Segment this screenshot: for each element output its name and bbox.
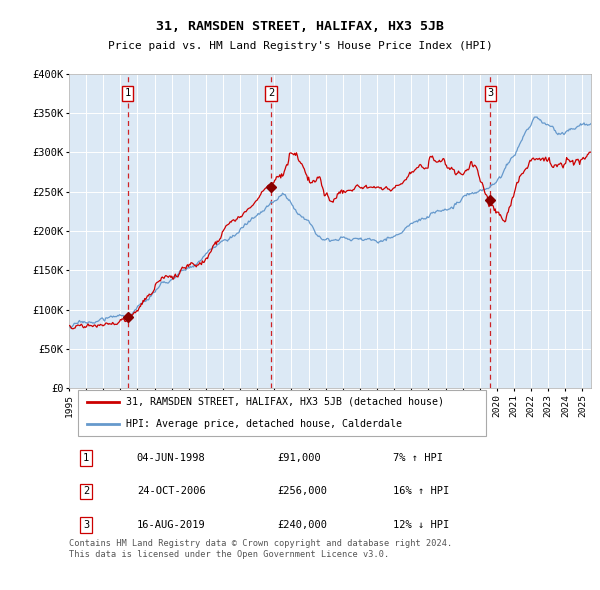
Text: 1: 1 <box>83 453 89 463</box>
Text: 31, RAMSDEN STREET, HALIFAX, HX3 5JB: 31, RAMSDEN STREET, HALIFAX, HX3 5JB <box>156 20 444 33</box>
Text: 04-JUN-1998: 04-JUN-1998 <box>137 453 206 463</box>
Text: 12% ↓ HPI: 12% ↓ HPI <box>392 520 449 530</box>
Text: 24-OCT-2006: 24-OCT-2006 <box>137 486 206 496</box>
Text: 2: 2 <box>83 486 89 496</box>
FancyBboxPatch shape <box>79 391 485 435</box>
Text: Contains HM Land Registry data © Crown copyright and database right 2024.
This d: Contains HM Land Registry data © Crown c… <box>69 539 452 559</box>
Text: 7% ↑ HPI: 7% ↑ HPI <box>392 453 443 463</box>
Text: 3: 3 <box>487 88 493 99</box>
Text: £256,000: £256,000 <box>278 486 328 496</box>
Text: £240,000: £240,000 <box>278 520 328 530</box>
Text: 1: 1 <box>124 88 131 99</box>
Text: 31, RAMSDEN STREET, HALIFAX, HX3 5JB (detached house): 31, RAMSDEN STREET, HALIFAX, HX3 5JB (de… <box>127 396 445 407</box>
Text: HPI: Average price, detached house, Calderdale: HPI: Average price, detached house, Cald… <box>127 419 403 429</box>
Text: 16-AUG-2019: 16-AUG-2019 <box>137 520 206 530</box>
Text: £91,000: £91,000 <box>278 453 322 463</box>
Text: Price paid vs. HM Land Registry's House Price Index (HPI): Price paid vs. HM Land Registry's House … <box>107 41 493 51</box>
Text: 16% ↑ HPI: 16% ↑ HPI <box>392 486 449 496</box>
Text: 2: 2 <box>268 88 274 99</box>
Text: 3: 3 <box>83 520 89 530</box>
